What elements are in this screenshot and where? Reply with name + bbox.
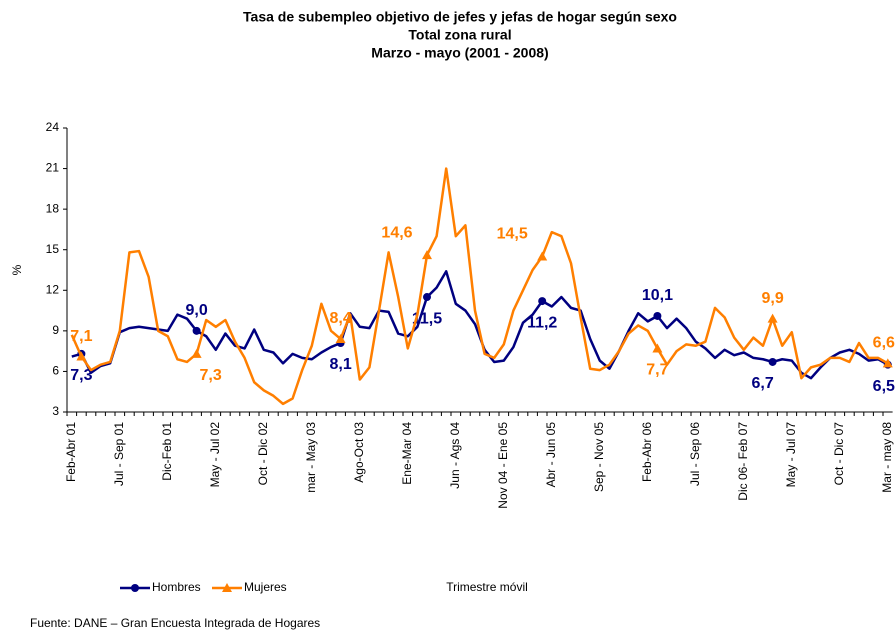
- data-label: 9,0: [185, 302, 207, 319]
- legend-marker: [222, 583, 232, 592]
- x-tick-label: Nov 04 - Ene 05: [496, 422, 510, 509]
- y-tick-label: 9: [52, 323, 59, 337]
- x-tick-label: Mar - may 08: [880, 422, 894, 493]
- legend-label: Mujeres: [244, 580, 287, 594]
- y-tick-label: 15: [46, 242, 60, 256]
- data-label: 9,9: [761, 290, 783, 307]
- x-tick-label: Ene-Mar 04: [400, 422, 414, 485]
- marker: [422, 250, 432, 260]
- marker: [652, 343, 663, 353]
- x-tick-label: Jul - Sep 01: [112, 422, 126, 486]
- x-tick-label: Feb-Abr 06: [640, 422, 654, 482]
- y-tick-label: 6: [52, 364, 59, 378]
- x-tick-label: Jun - Ags 04: [448, 422, 462, 489]
- marker: [335, 333, 346, 343]
- marker: [191, 348, 202, 358]
- data-label: 7,7: [646, 362, 668, 379]
- source: Fuente: DANE – Gran Encuesta Integrada d…: [30, 616, 320, 630]
- marker: [538, 297, 547, 306]
- y-tick-label: 3: [52, 404, 59, 418]
- data-label: 6,6: [873, 335, 895, 352]
- data-label: 7,3: [199, 367, 221, 384]
- marker: [423, 293, 431, 302]
- data-label: 11,2: [527, 314, 557, 331]
- data-label: 10,1: [642, 287, 673, 304]
- x-tick-label: Oct - Dic 07: [832, 422, 846, 486]
- x-tick-label: Ago-Oct 03: [352, 422, 366, 483]
- data-label: 6,5: [873, 378, 895, 395]
- marker: [768, 357, 777, 366]
- data-label: 7,3: [70, 367, 92, 384]
- x-tick-label: Dic 06- Feb 07: [736, 422, 750, 501]
- x-tick-label: May - Jul 02: [208, 422, 222, 488]
- data-label: 7,1: [70, 328, 92, 345]
- series-line: [71, 270, 889, 380]
- x-tick-label: Oct - Dic 02: [256, 422, 270, 486]
- data-label: 14,5: [497, 226, 528, 243]
- data-label: 14,6: [381, 224, 412, 241]
- data-label: 8,4: [329, 310, 351, 327]
- marker: [653, 311, 662, 320]
- x-tick-label: mar - May 03: [304, 422, 318, 493]
- data-label: 8,1: [329, 356, 351, 373]
- legend-label: Hombres: [152, 580, 201, 594]
- marker: [882, 358, 893, 368]
- x-axis-label: Trimestre móvil: [446, 580, 528, 594]
- marker: [76, 351, 87, 361]
- y-tick-label: 21: [46, 161, 60, 175]
- chart-subtitle: Total zona rural: [408, 27, 511, 43]
- y-tick-label: 12: [46, 282, 60, 296]
- marker: [537, 251, 548, 261]
- chart-subtitle: Marzo - mayo (2001 - 2008): [371, 45, 548, 61]
- x-tick-label: Abr - Jun 05: [544, 422, 558, 488]
- chart-title: Tasa de subempleo objetivo de jefes y je…: [243, 9, 677, 25]
- x-tick-label: Sep - Nov 05: [592, 422, 606, 492]
- y-tick-label: 18: [46, 201, 60, 215]
- marker: [192, 326, 201, 335]
- y-tick-label: 24: [46, 120, 60, 134]
- x-tick-label: Jul - Sep 06: [688, 422, 702, 486]
- y-axis-label: %: [10, 264, 24, 275]
- legend-marker: [131, 584, 139, 592]
- x-tick-label: May - Jul 07: [784, 422, 798, 488]
- series-line: [70, 167, 889, 406]
- x-tick-label: Feb-Abr 01: [64, 422, 78, 482]
- data-label: 11,5: [412, 310, 442, 327]
- x-tick-label: Dic-Feb 01: [160, 422, 174, 481]
- data-label: 6,7: [751, 375, 773, 392]
- marker: [767, 313, 778, 323]
